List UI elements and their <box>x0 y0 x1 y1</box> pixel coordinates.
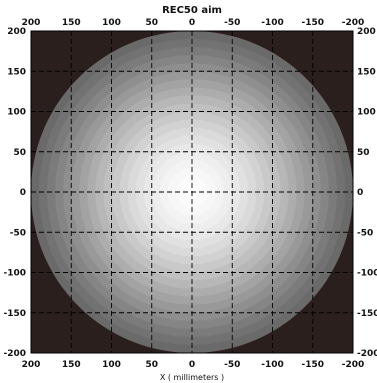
y-tick-label-right: -100 <box>357 269 377 279</box>
y-tick-labels-right: 200 150 100 50 0 -50 -100 -150 -200 <box>357 27 377 359</box>
y-tick-label-left: -150 <box>3 309 26 319</box>
y-tick-label-right: 50 <box>357 148 370 158</box>
y-tick-label-right: -200 <box>357 349 377 359</box>
x-tick-labels-bottom: 200 150 100 50 0 -50 -100 -150 -200 <box>22 360 365 370</box>
y-tick-label-left: 200 <box>7 27 26 37</box>
x-tick-label-top: 200 <box>22 18 41 28</box>
y-tick-label-right: -50 <box>357 228 373 238</box>
x-tick-labels-top: 200 150 100 50 0 -50 -100 -150 -200 <box>22 18 365 28</box>
x-tick-label-bottom: -100 <box>261 360 284 370</box>
y-tick-label-left: -50 <box>10 228 26 238</box>
y-tick-label-left: 150 <box>7 67 26 77</box>
y-tick-label-left: 50 <box>13 148 26 158</box>
y-tick-label-right: 100 <box>357 108 376 118</box>
y-tick-label-left: 0 <box>20 188 26 198</box>
x-tick-label-bottom: 50 <box>145 360 158 370</box>
y-tick-labels-left: 200 150 100 50 0 -50 -100 -150 -200 <box>3 27 26 359</box>
plot-area <box>30 30 354 354</box>
y-tick-label-left: -100 <box>3 269 26 279</box>
y-tick-label-left: 100 <box>7 108 26 118</box>
x-tick-label-top: 150 <box>62 18 81 28</box>
x-tick-label-bottom: 150 <box>62 360 81 370</box>
y-tick-label-right: 200 <box>357 27 376 37</box>
plot-frame <box>30 30 354 354</box>
x-tick-label-bottom: 0 <box>189 360 195 370</box>
intensity-field <box>31 31 353 353</box>
y-tick-label-right: 150 <box>357 67 376 77</box>
x-tick-label-top: 100 <box>102 18 121 28</box>
y-tick-label-right: 0 <box>357 188 363 198</box>
x-tick-label-bottom: 100 <box>102 360 121 370</box>
chart-title: REC50 aim <box>162 5 222 16</box>
x-tick-label-top: -50 <box>224 18 240 28</box>
x-tick-label-top: -150 <box>301 18 324 28</box>
x-tick-label-bottom: -200 <box>342 360 365 370</box>
x-axis-label: X ( millimeters ) <box>160 373 224 382</box>
y-tick-label-right: -150 <box>357 309 377 319</box>
x-tick-label-top: -100 <box>261 18 284 28</box>
x-tick-label-top: 0 <box>189 18 195 28</box>
x-tick-label-top: 50 <box>145 18 158 28</box>
x-tick-label-bottom: 200 <box>22 360 41 370</box>
x-tick-label-bottom: -150 <box>301 360 324 370</box>
y-tick-label-left: -200 <box>3 349 26 359</box>
x-tick-label-top: -200 <box>342 18 365 28</box>
x-tick-label-bottom: -50 <box>224 360 240 370</box>
